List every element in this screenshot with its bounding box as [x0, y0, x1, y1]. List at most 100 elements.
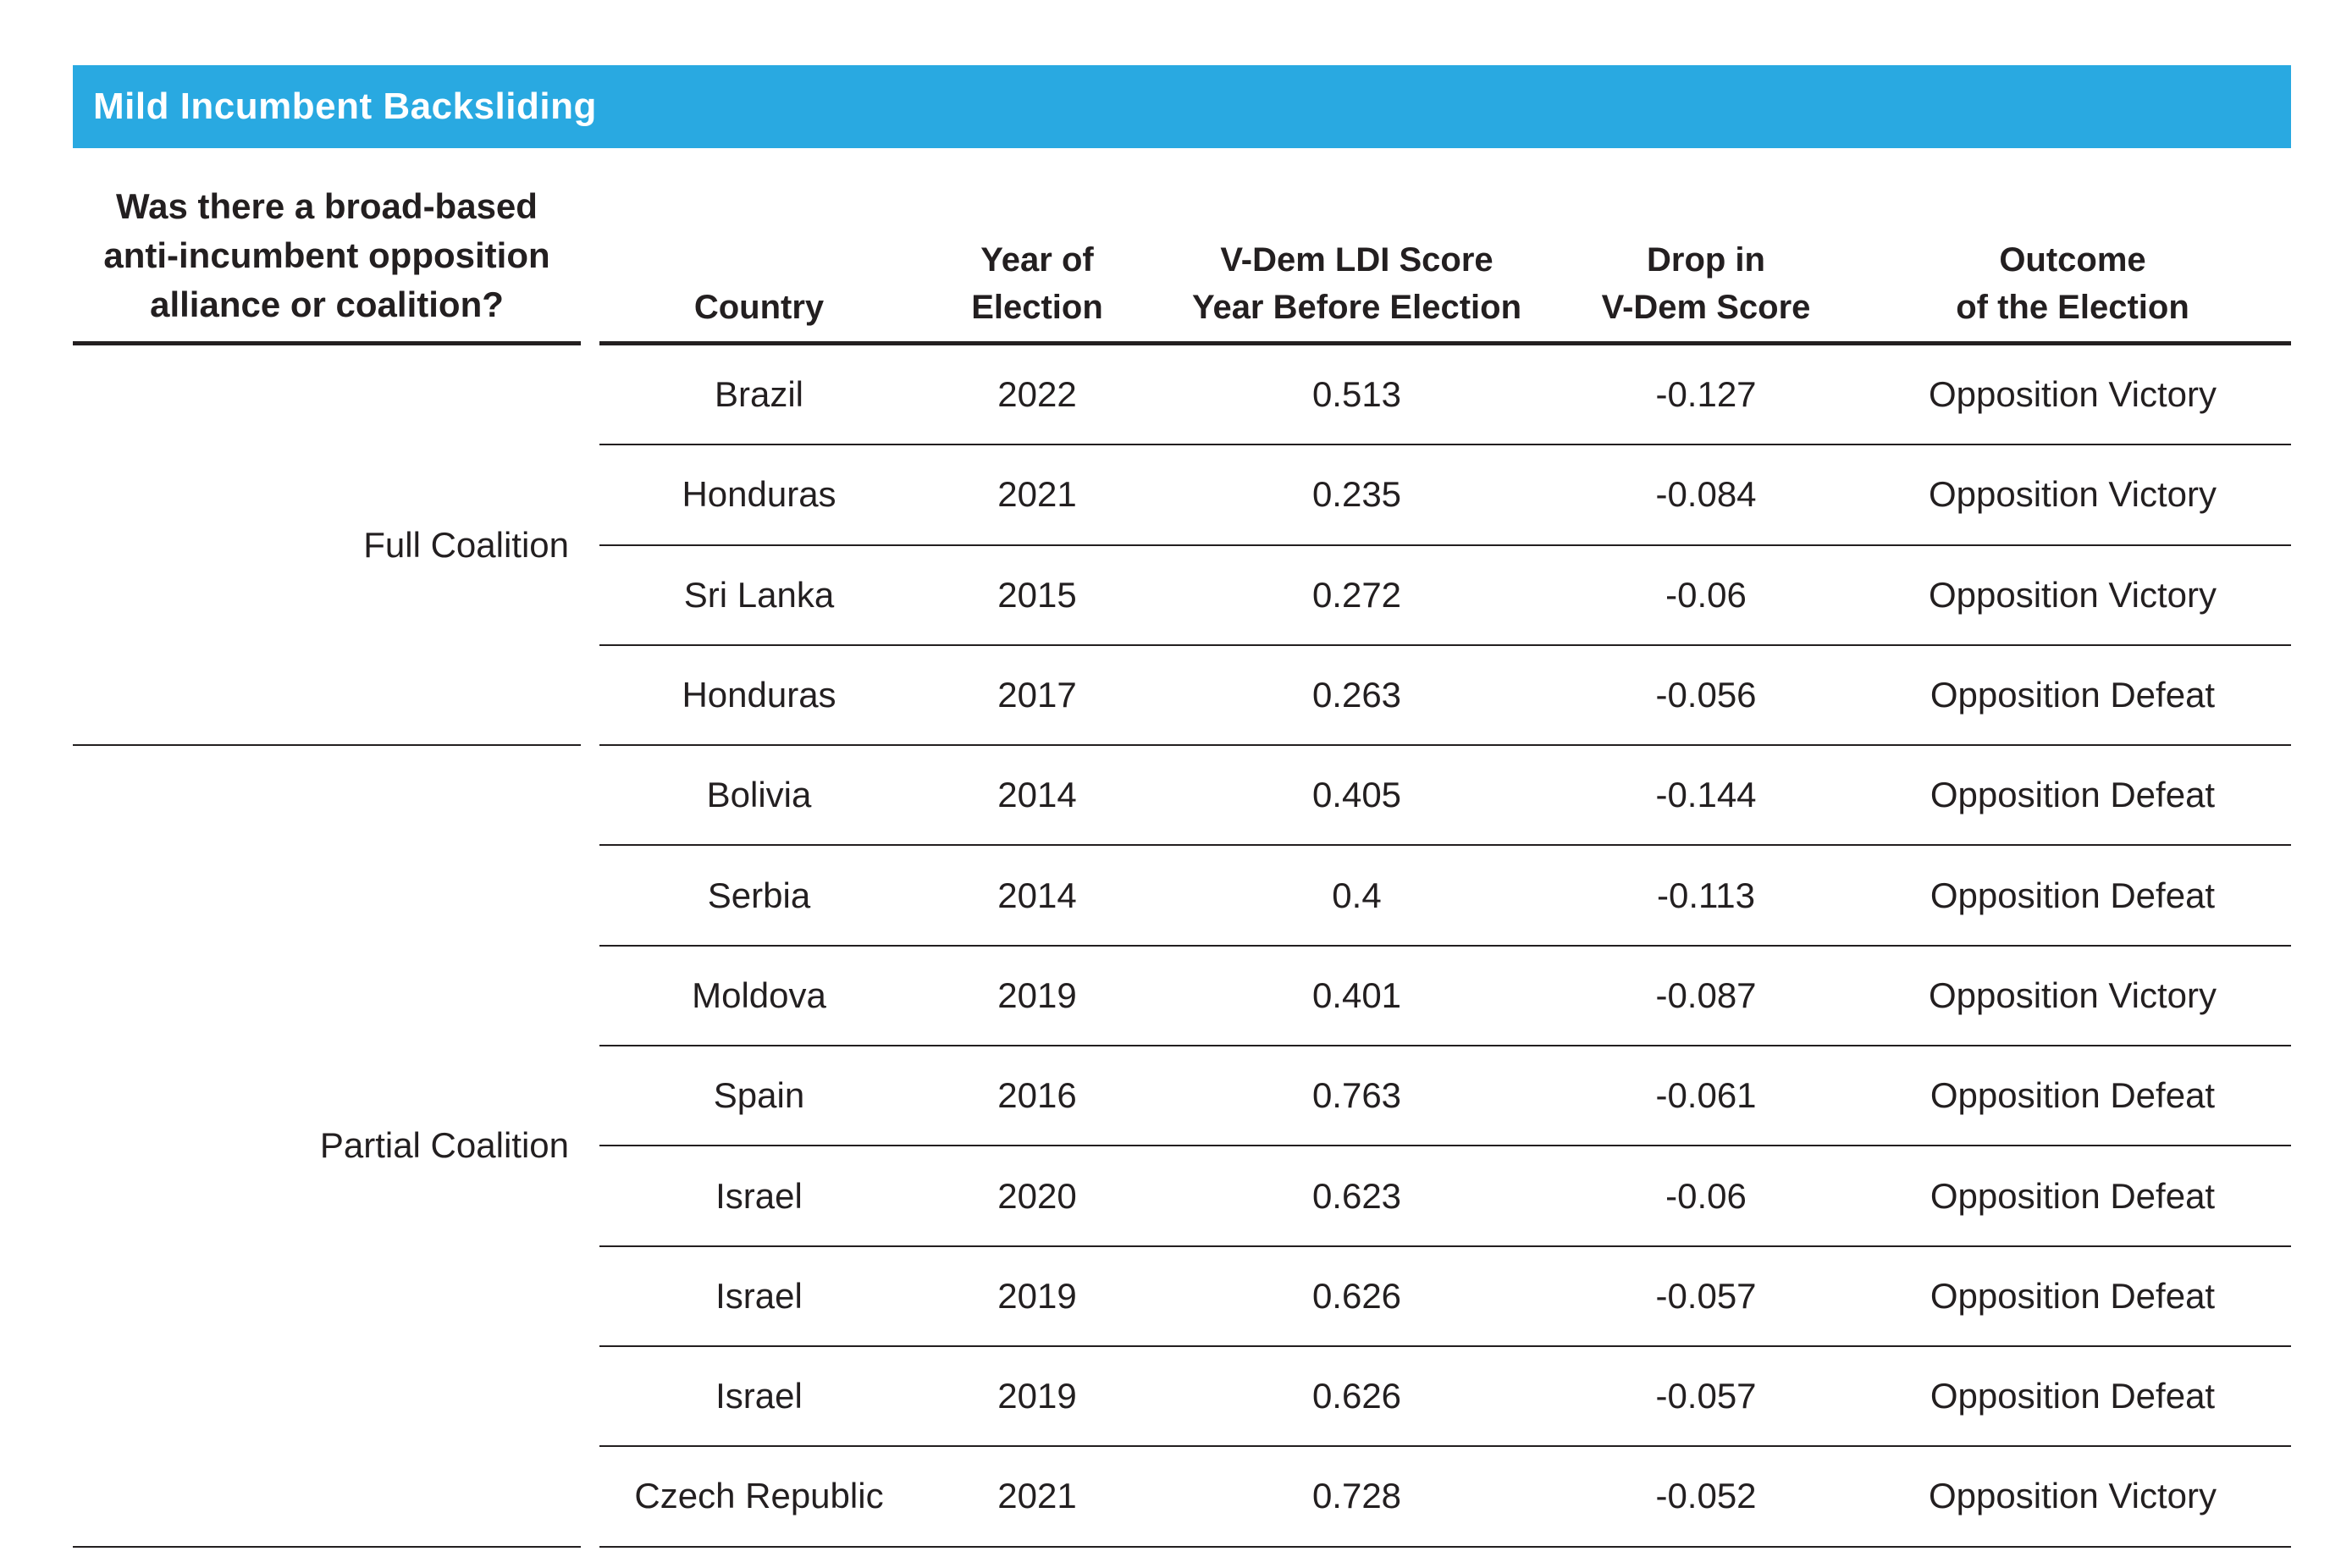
cell-country: Sri Lanka [683, 574, 835, 615]
cell-outcome: Opposition Victory [1928, 374, 2217, 415]
cell-country: Bolivia [706, 775, 812, 815]
cell-outcome: Opposition Defeat [1930, 775, 2216, 815]
cell-ldi-score: 0.272 [1311, 574, 1402, 615]
row-group-rows: Brazil 2022 0.513 -0.127 Opposition Vict… [599, 345, 2291, 747]
cell-outcome: Opposition Victory [1928, 1476, 2217, 1516]
table-row: Moldova 2019 0.401 -0.087 Opposition Vic… [599, 947, 2291, 1047]
column-header-line: of the Election [1956, 289, 2189, 326]
cell-country: Spain [713, 1075, 805, 1116]
table-title: Mild Incumbent Backsliding [93, 86, 597, 127]
column-header-line: Country [693, 289, 825, 326]
cell-year: 2014 [997, 875, 1077, 915]
cell-year: 2015 [997, 574, 1077, 615]
cell-ldi-score: 0.405 [1311, 775, 1402, 815]
column-header-line: Year Before Election [1191, 289, 1522, 326]
cell-drop-score: -0.06 [1665, 574, 1747, 615]
cell-drop-score: -0.061 [1655, 1075, 1757, 1116]
cell-outcome: Opposition Victory [1928, 974, 2217, 1015]
column-headers: Country Year of Election V-Dem LDI Score… [599, 148, 2291, 345]
table-title-bar: Mild Incumbent Backsliding [73, 65, 2291, 148]
cell-drop-score: -0.057 [1655, 1376, 1757, 1416]
cell-drop-score: -0.056 [1655, 675, 1757, 715]
table-row: Israel 2019 0.626 -0.057 Opposition Defe… [599, 1247, 2291, 1347]
table-header-row: Was there a broad-based anti-incumbent o… [73, 148, 2291, 345]
column-header-line: Election [971, 289, 1103, 326]
column-header-country: Country [599, 284, 919, 331]
cell-year: 2021 [997, 474, 1077, 515]
cell-outcome: Opposition Defeat [1930, 1376, 2216, 1416]
table-row: Czech Republic 2021 0.728 -0.052 Opposit… [599, 1447, 2291, 1548]
cell-country: Brazil [714, 374, 804, 415]
table-figure: Mild Incumbent Backsliding Was there a b… [73, 65, 2291, 1548]
cell-ldi-score: 0.763 [1311, 1075, 1402, 1116]
cell-drop-score: -0.06 [1665, 1175, 1747, 1216]
table-row: Serbia 2014 0.4 -0.113 Opposition Defeat [599, 846, 2291, 947]
table-row: Honduras 2017 0.263 -0.056 Opposition De… [599, 646, 2291, 747]
table-row: Spain 2016 0.763 -0.061 Opposition Defea… [599, 1046, 2291, 1147]
cell-country: Honduras [682, 675, 836, 715]
cell-country: Israel [715, 1275, 803, 1316]
cell-outcome: Opposition Defeat [1930, 675, 2216, 715]
cell-country: Czech Republic [634, 1476, 884, 1516]
cell-outcome: Opposition Defeat [1930, 1075, 2216, 1116]
column-header-line: Drop in [1647, 241, 1765, 279]
cell-year: 2014 [997, 775, 1077, 815]
table-row: Brazil 2022 0.513 -0.127 Opposition Vict… [599, 345, 2291, 446]
cell-outcome: Opposition Victory [1928, 474, 2217, 515]
table-row: Sri Lanka 2015 0.272 -0.06 Opposition Vi… [599, 546, 2291, 646]
cell-year: 2017 [997, 675, 1077, 715]
cell-outcome: Opposition Victory [1928, 574, 2217, 615]
row-group-label: Partial Coalition [73, 746, 581, 1548]
cell-ldi-score: 0.626 [1311, 1275, 1402, 1316]
table-body: Full Coalition Brazil 2022 0.513 -0.127 … [73, 345, 2291, 1548]
cell-outcome: Opposition Defeat [1930, 1175, 2216, 1216]
cell-ldi-score: 0.626 [1311, 1376, 1402, 1416]
cell-country: Serbia [707, 875, 811, 915]
column-header-ldi-score: V-Dem LDI Score Year Before Election [1156, 236, 1558, 331]
table-row: Honduras 2021 0.235 -0.084 Opposition Vi… [599, 445, 2291, 546]
cell-country: Israel [715, 1376, 803, 1416]
cell-year: 2016 [997, 1075, 1077, 1116]
cell-drop-score: -0.087 [1655, 974, 1757, 1015]
cell-drop-score: -0.113 [1657, 875, 1755, 915]
cell-year: 2019 [997, 1275, 1077, 1316]
column-header-outcome: Outcome of the Election [1854, 236, 2291, 331]
cell-country: Moldova [692, 974, 826, 1015]
table-row: Bolivia 2014 0.405 -0.144 Opposition Def… [599, 746, 2291, 847]
column-header-line: Year of [980, 241, 1094, 279]
table-row: Israel 2019 0.626 -0.057 Opposition Defe… [599, 1347, 2291, 1448]
cell-outcome: Opposition Defeat [1930, 875, 2216, 915]
row-group-label: Full Coalition [73, 345, 581, 747]
cell-ldi-score: 0.4 [1332, 875, 1382, 915]
cell-ldi-score: 0.513 [1311, 374, 1402, 415]
cell-year: 2019 [997, 974, 1077, 1015]
column-gap [581, 148, 599, 345]
cell-ldi-score: 0.235 [1311, 474, 1402, 515]
cell-ldi-score: 0.623 [1311, 1175, 1402, 1216]
cell-country: Israel [715, 1175, 803, 1216]
column-header-line: Outcome [1999, 241, 2146, 279]
table-row: Israel 2020 0.623 -0.06 Opposition Defea… [599, 1146, 2291, 1247]
cell-drop-score: -0.084 [1655, 474, 1757, 515]
row-group: Partial Coalition Bolivia 2014 0.405 -0.… [73, 746, 2291, 1548]
column-header-line: V-Dem Score [1601, 289, 1811, 326]
cell-ldi-score: 0.263 [1311, 675, 1402, 715]
row-group-rows: Bolivia 2014 0.405 -0.144 Opposition Def… [599, 746, 2291, 1548]
cell-year: 2020 [997, 1175, 1077, 1216]
row-group-question-header: Was there a broad-based anti-incumbent o… [73, 148, 581, 345]
cell-drop-score: -0.144 [1655, 775, 1757, 815]
column-header-line: V-Dem LDI Score [1220, 241, 1493, 279]
column-header-year: Year of Election [919, 236, 1156, 331]
cell-drop-score: -0.127 [1655, 374, 1757, 415]
cell-drop-score: -0.057 [1655, 1275, 1757, 1316]
cell-year: 2022 [997, 374, 1077, 415]
cell-ldi-score: 0.728 [1311, 1476, 1402, 1516]
cell-ldi-score: 0.401 [1311, 974, 1402, 1015]
cell-year: 2021 [997, 1476, 1077, 1516]
cell-year: 2019 [997, 1376, 1077, 1416]
column-header-drop: Drop in V-Dem Score [1558, 236, 1854, 331]
row-group: Full Coalition Brazil 2022 0.513 -0.127 … [73, 345, 2291, 747]
cell-drop-score: -0.052 [1655, 1476, 1757, 1516]
cell-country: Honduras [682, 474, 836, 515]
